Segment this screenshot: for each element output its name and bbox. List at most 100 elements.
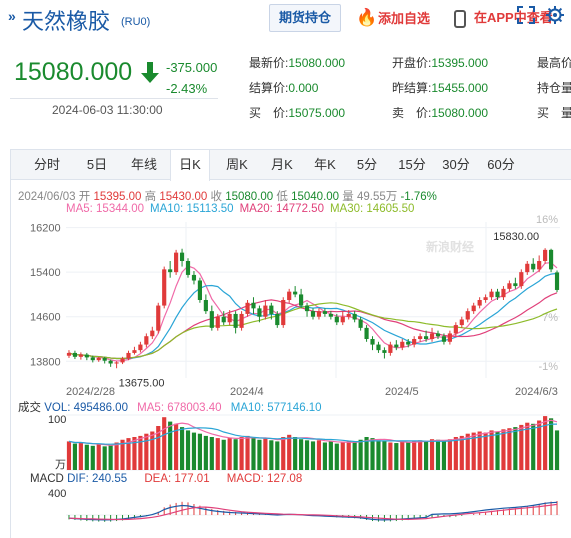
quote-field-label: 最高价:: [537, 56, 571, 70]
candle-body: [66, 352, 72, 356]
volume-bar: [406, 442, 411, 470]
pct-tick: -1%: [538, 361, 558, 373]
volume-bar: [90, 445, 95, 470]
quote-field-label: 买 量:: [537, 106, 571, 120]
volume-bar: [203, 435, 208, 470]
quote-field-value: 15080.000: [431, 106, 489, 120]
quote-field-label: 最新价:: [249, 56, 289, 70]
quote-field-label: 开盘价:: [392, 56, 432, 70]
volume-bar: [352, 442, 357, 470]
volume-bar: [441, 441, 447, 470]
volume-bar: [394, 443, 399, 470]
volume-bar: [519, 424, 524, 470]
fullscreen-icon[interactable]: [517, 6, 535, 24]
futures-position-button[interactable]: 期货持仓: [269, 4, 341, 32]
candle-body: [203, 300, 208, 312]
volume-bar: [322, 442, 327, 470]
candle-body: [495, 291, 500, 298]
volume-bar: [513, 427, 518, 470]
quote-field: 卖 价:15080.000: [392, 104, 488, 121]
bar-pct: -1.76%: [400, 191, 437, 203]
volume-bar: [483, 432, 488, 470]
candle-body: [352, 313, 357, 320]
candle-body: [554, 272, 560, 290]
candle-body: [447, 333, 452, 342]
tab-10[interactable]: 60分: [487, 157, 515, 172]
candle-body: [144, 336, 149, 345]
add-favorite-button[interactable]: 🔥添加自选: [356, 6, 430, 30]
volume-bar: [132, 437, 137, 470]
volume-bar: [376, 440, 381, 470]
volume-bar: [459, 435, 464, 470]
volume-bar: [400, 441, 405, 470]
volume-bar: [102, 446, 107, 470]
tab-3[interactable]: 日K: [170, 150, 210, 181]
divider: [10, 98, 218, 99]
tab-7[interactable]: 5分: [356, 157, 378, 172]
candle-body: [275, 313, 280, 326]
volume-bar: [179, 427, 185, 470]
quote-field-label: 卖 价:: [392, 106, 432, 120]
candle-body: [364, 327, 369, 339]
macd-dif-line: [68, 501, 558, 521]
quote-field-value: 15080.000: [288, 56, 346, 70]
quote-field: 开盘价:15395.000: [392, 54, 488, 71]
candle-body: [179, 252, 185, 261]
tab-9[interactable]: 30分: [442, 157, 470, 172]
tab-5[interactable]: 月K: [271, 157, 293, 172]
volume-bar: [233, 439, 238, 470]
volume-bar: [299, 439, 304, 470]
candle-body: [90, 357, 95, 361]
volume-bar: [370, 438, 375, 470]
volume-bar: [465, 433, 470, 470]
quote-field: 最高价:: [537, 54, 571, 71]
candle-body: [376, 344, 381, 351]
candle-body: [435, 333, 441, 337]
price-change: -375.000 -2.43%: [166, 57, 217, 99]
tab-4[interactable]: 周K: [226, 157, 248, 172]
candle-body: [346, 313, 351, 317]
tab-1[interactable]: 5日: [86, 157, 108, 172]
ma30-line: [68, 302, 558, 360]
close-value: 15080.00: [225, 191, 274, 203]
candle-body: [400, 341, 405, 348]
volume-bar: [96, 444, 101, 470]
watermark-logo: 新浪财经: [426, 240, 475, 254]
candle-body: [441, 336, 447, 342]
tab-0[interactable]: 分时: [33, 157, 60, 172]
gear-icon[interactable]: [546, 6, 564, 24]
volume-bar: [275, 441, 280, 470]
period-tabs: 分时 5日 年线 日K 周K 月K 年K 5分 15分 30分 60分: [11, 150, 571, 181]
volume-bar: [507, 428, 512, 470]
macd-dea: DEA: 177.01: [144, 473, 210, 485]
candle-body: [453, 325, 458, 334]
tab-6[interactable]: 年K: [314, 157, 336, 172]
candle-body: [548, 249, 554, 270]
header: » 天然橡胶 (RU0) 期货持仓 🔥添加自选 在APP中查看: [0, 0, 571, 40]
candle-body: [174, 252, 179, 273]
candle-body: [322, 311, 327, 314]
volume-bar: [150, 431, 155, 470]
candle-body: [269, 305, 274, 314]
volume-bar: [162, 417, 167, 470]
tab-8[interactable]: 15分: [398, 157, 426, 172]
price-tick: 13800: [30, 356, 61, 368]
candle-body: [418, 336, 423, 339]
candle-body: [424, 336, 429, 339]
candle-body: [257, 308, 262, 317]
pct-tick: 16%: [536, 214, 558, 226]
volume-bar: [447, 439, 452, 470]
quote-time: 2024-06-03 11:30:00: [52, 103, 163, 117]
ma-legend: MA5: 15344.00 MA10: 15113.50 MA20: 14772.5…: [66, 203, 420, 215]
tab-2[interactable]: 年线: [130, 157, 157, 172]
contract-code: (RU0): [121, 16, 151, 28]
quote-field-label: 结算价:: [249, 81, 289, 95]
candle-body: [501, 288, 506, 298]
volume-bar: [293, 437, 298, 470]
quote-field-label: 昨结算:: [392, 81, 432, 95]
candle-body: [388, 344, 393, 353]
volume-bar: [72, 443, 78, 470]
volume-bar: [537, 420, 542, 470]
volume-bar: [340, 442, 345, 470]
